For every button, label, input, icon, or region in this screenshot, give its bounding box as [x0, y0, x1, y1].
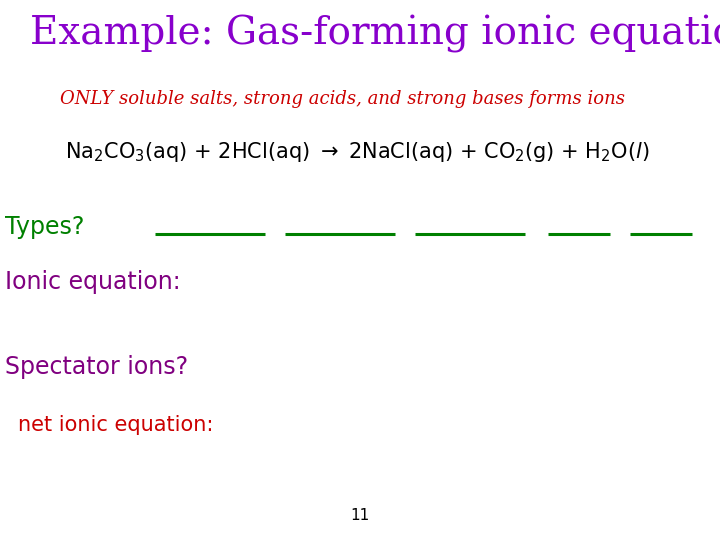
- Text: 11: 11: [351, 508, 369, 523]
- Text: Types?: Types?: [5, 215, 84, 239]
- Text: Ionic equation:: Ionic equation:: [5, 270, 181, 294]
- Text: net ionic equation:: net ionic equation:: [18, 415, 213, 435]
- Text: Spectator ions?: Spectator ions?: [5, 355, 188, 379]
- Text: Example: Gas-forming ionic equation: Example: Gas-forming ionic equation: [30, 15, 720, 53]
- Text: Na$_2$CO$_3$(aq) + 2HCl(aq) $\rightarrow$ 2NaCl(aq) + CO$_2$(g) + H$_2$O($\it{l}: Na$_2$CO$_3$(aq) + 2HCl(aq) $\rightarrow…: [65, 140, 649, 164]
- Text: ONLY soluble salts, strong acids, and strong bases forms ions: ONLY soluble salts, strong acids, and st…: [60, 90, 625, 108]
